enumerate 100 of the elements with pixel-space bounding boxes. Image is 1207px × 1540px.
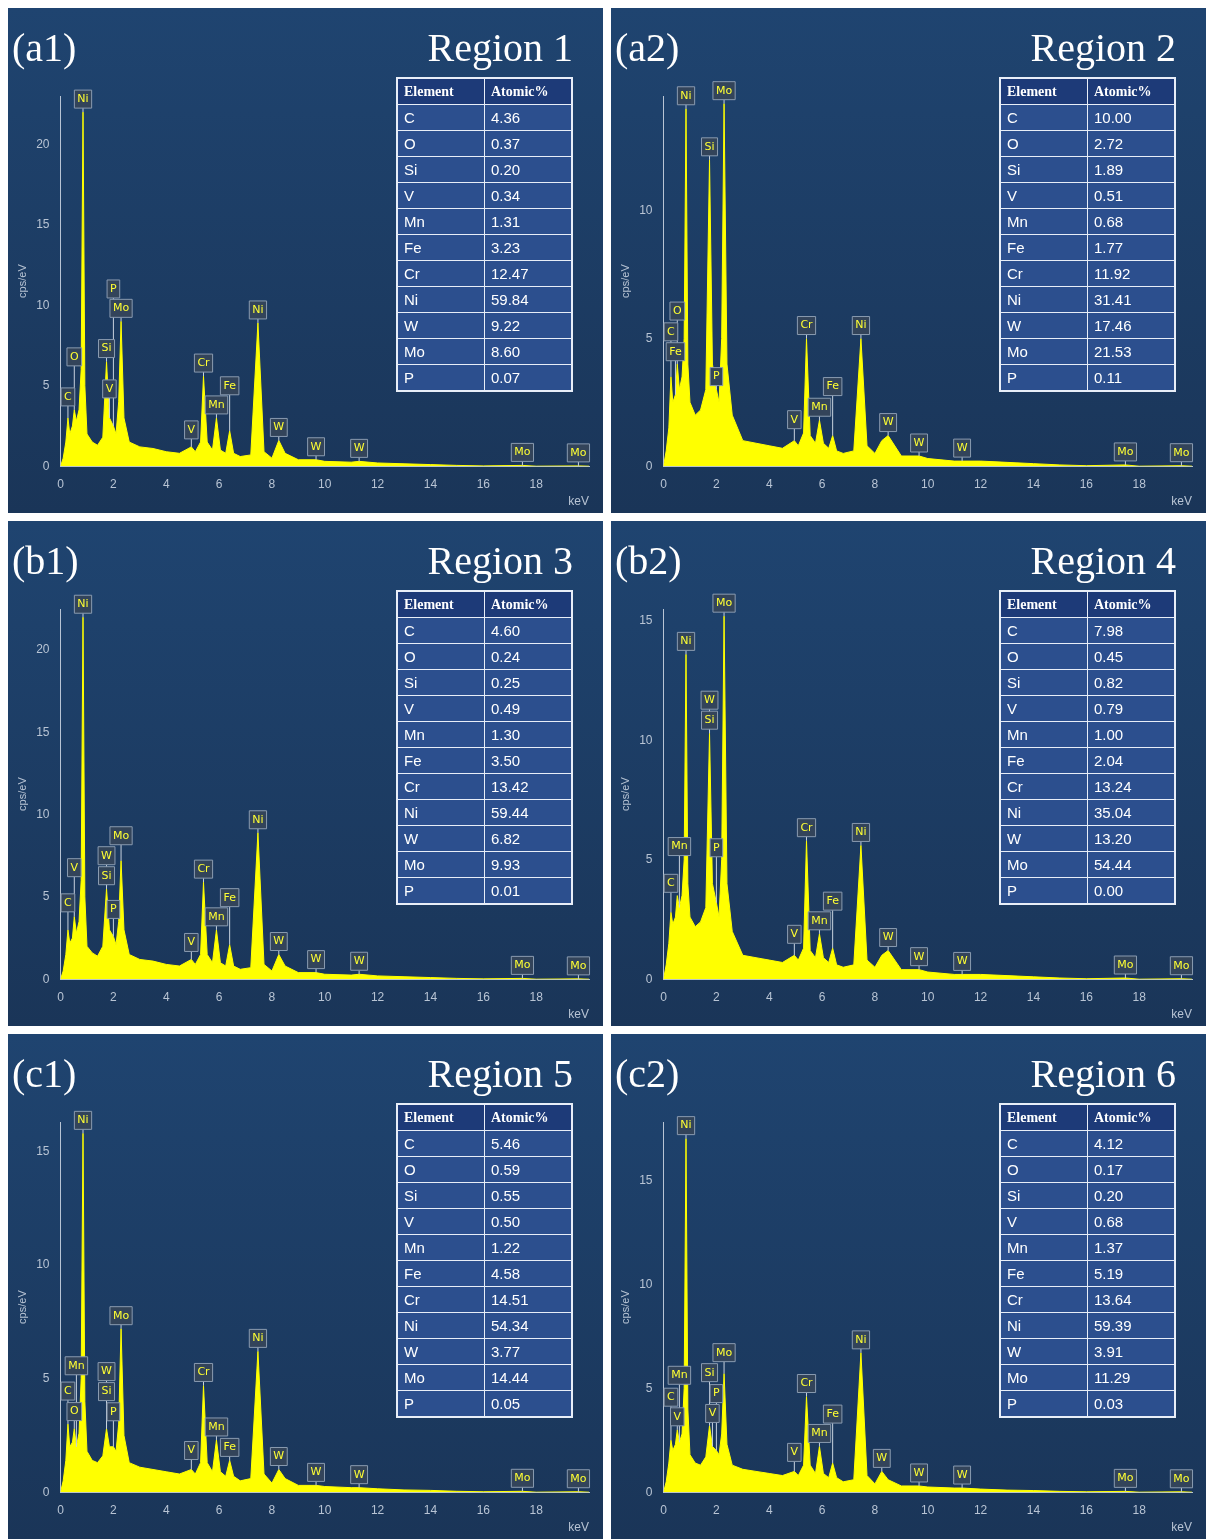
category-label: V	[397, 182, 485, 209]
x-tick-label: 10	[318, 476, 332, 491]
category-label: V	[1000, 182, 1088, 209]
annotation: Mn	[68, 1358, 85, 1372]
category-label: Mo	[397, 851, 485, 878]
annotation: Mn	[811, 913, 828, 927]
text: Region 6	[1029, 1050, 1176, 1097]
data-label: 4.60	[484, 617, 572, 644]
category-label: Ni	[397, 1312, 485, 1339]
chart-title: (b2)	[615, 537, 682, 583]
category-label: Si	[397, 1182, 485, 1209]
annotation: W	[882, 415, 894, 429]
data-label: 7.98	[1087, 617, 1175, 644]
annotation: P	[713, 369, 721, 383]
category-label: Si	[1000, 156, 1088, 183]
x-tick-label: 18	[1132, 989, 1147, 1004]
annotation: Fe	[826, 894, 840, 908]
annotation: Mn	[811, 1426, 828, 1440]
annotation: Si	[101, 341, 112, 355]
x-tick-label: 18	[529, 989, 544, 1004]
y-tick-label: 5	[645, 852, 653, 867]
x-tick-label: 12	[370, 476, 385, 491]
category-label: Cr	[397, 260, 485, 287]
annotation: P	[713, 1386, 721, 1400]
annotation: W	[913, 435, 925, 449]
data-label: 0.00	[1087, 877, 1175, 904]
data-label: 4.58	[484, 1260, 572, 1287]
annotation: W	[273, 420, 285, 434]
x-tick-label: 12	[370, 989, 385, 1004]
x-axis-title: keV	[1171, 494, 1192, 509]
y-tick-label: 10	[36, 1257, 50, 1272]
x-tick-label: 6	[215, 989, 223, 1004]
annotation: Si	[704, 1365, 715, 1379]
category-label: O	[1000, 130, 1088, 157]
category-label: Cr	[397, 1286, 485, 1313]
chart-title: (b1)	[12, 537, 79, 583]
annotation: Ni	[680, 1118, 692, 1132]
y-tick-label: 5	[42, 889, 50, 904]
y-axis-title: cps/eV	[618, 263, 631, 298]
annotation: Ni	[855, 318, 867, 332]
data-label: 8.60	[484, 338, 572, 365]
annotation: Fe	[669, 344, 682, 358]
x-tick-label: 10	[318, 989, 332, 1004]
x-tick-label: 6	[818, 989, 826, 1004]
annotation: Mo	[1173, 1471, 1190, 1485]
annotation: C	[667, 1390, 676, 1404]
annotation: Mo	[1173, 958, 1190, 972]
annotation: Mn	[208, 909, 225, 923]
category-label: Fe	[1000, 234, 1088, 261]
category-label: Mn	[1000, 1234, 1088, 1261]
data-label: 14.44	[484, 1364, 572, 1391]
data-label: 0.37	[484, 130, 572, 157]
y-tick-label: 5	[645, 1380, 653, 1395]
annotation: Fe	[826, 1406, 840, 1420]
x-tick-label: 8	[871, 1502, 879, 1517]
annotation: Mo	[715, 1345, 733, 1359]
x-tick-label: 4	[162, 989, 170, 1004]
annotation: Cr	[800, 820, 814, 834]
x-axis-title: keV	[1171, 1520, 1192, 1535]
x-tick-label: 14	[423, 476, 438, 491]
data-label: 1.22	[484, 1234, 572, 1261]
data-label: 54.34	[484, 1312, 572, 1339]
y-tick-label: 15	[36, 724, 50, 739]
category-label: P	[397, 364, 485, 391]
annotation: Mo	[514, 445, 531, 459]
category-label: C	[397, 617, 485, 644]
annotation: Cr	[197, 1365, 211, 1379]
category-label: C	[1000, 104, 1088, 131]
data-label: 1.77	[1087, 234, 1175, 261]
x-tick-label: 0	[660, 1502, 668, 1517]
annotation: P	[110, 902, 118, 916]
y-tick-label: 5	[42, 378, 50, 393]
category-label: W	[397, 825, 485, 852]
category-label: Fe	[397, 1260, 485, 1287]
data-label: 0.34	[484, 182, 572, 209]
data-label: 0.68	[1087, 208, 1175, 235]
category-label: Ni	[397, 286, 485, 313]
chart-title: (a1)	[12, 24, 77, 70]
x-tick-label: 18	[1132, 476, 1147, 491]
annotation: Mo	[514, 1471, 531, 1485]
annotation: Mo	[715, 83, 733, 97]
data-label: 6.82	[484, 825, 572, 852]
data-label: 59.44	[484, 799, 572, 826]
category-label: O	[1000, 1156, 1088, 1183]
annotation: W	[310, 439, 322, 453]
data-label: 17.46	[1087, 312, 1175, 339]
category-label: V	[397, 1208, 485, 1235]
x-tick-label: 0	[57, 476, 65, 491]
y-tick-label: 5	[42, 1370, 50, 1385]
category-label: Ni	[1000, 799, 1088, 826]
data-label: 3.77	[484, 1338, 572, 1365]
x-tick-label: 14	[1026, 989, 1041, 1004]
category-label: Ni	[1000, 1312, 1088, 1339]
category-label: P	[1000, 364, 1088, 391]
x-tick-label: 14	[1026, 1502, 1041, 1517]
annotation: Mo	[1117, 957, 1134, 971]
x-tick-label: 12	[973, 989, 988, 1004]
x-tick-label: 14	[423, 989, 438, 1004]
category-label: O	[397, 643, 485, 670]
annotation: O	[69, 349, 79, 363]
